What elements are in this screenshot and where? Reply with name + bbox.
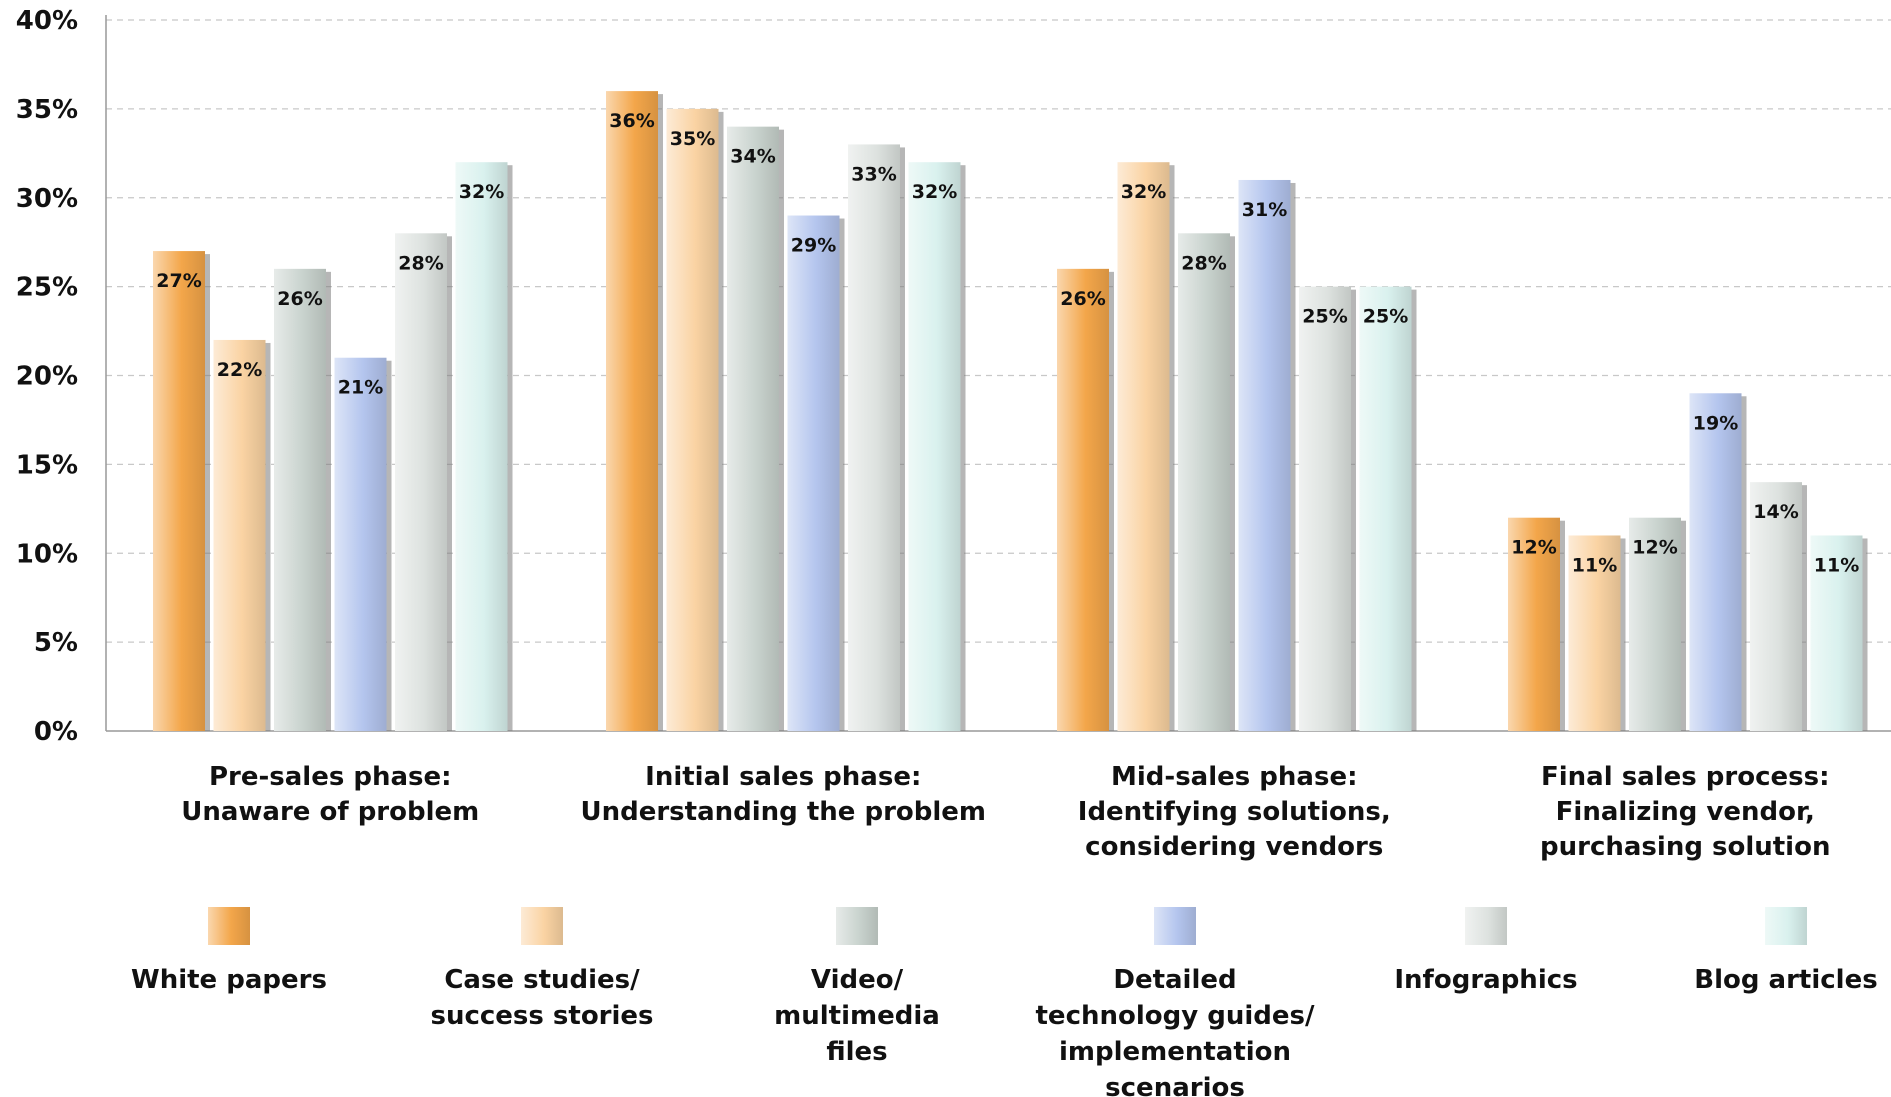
y-tick-label: 10% <box>16 539 78 569</box>
bar-value-label: 26% <box>1060 288 1105 310</box>
category-label: purchasing solution <box>1540 832 1830 862</box>
bar <box>1568 535 1621 731</box>
legend-label: scenarios <box>1105 1073 1245 1097</box>
legend-label: Video/ <box>811 965 904 995</box>
bar-value-label: 27% <box>156 270 201 292</box>
bar <box>395 233 447 732</box>
bar <box>727 126 779 731</box>
legend-label: Case studies/ <box>444 965 640 995</box>
legend-label: files <box>826 1037 887 1067</box>
bar-value-label: 32% <box>912 181 957 203</box>
category-label: Identifying solutions, <box>1078 797 1391 827</box>
bar-value-label: 25% <box>1363 306 1408 328</box>
bar-labels: 27% 22% 26% 21% 28% 32% 36% 35% 34% 29% 33% 32% 26% 3… <box>156 110 1859 576</box>
bar <box>1810 535 1863 731</box>
bar <box>455 162 508 731</box>
bars <box>153 91 1868 732</box>
legend-label: Detailed <box>1113 965 1236 995</box>
legend-swatch <box>521 907 563 945</box>
bar <box>1178 233 1230 732</box>
legend-label: Blog articles <box>1694 965 1877 995</box>
legend-label: multimedia <box>774 1001 940 1031</box>
y-tick-label: 20% <box>16 362 78 392</box>
bar-value-label: 28% <box>1181 252 1226 274</box>
bar <box>334 357 387 731</box>
bar <box>274 268 326 731</box>
legend-swatch <box>1765 907 1807 945</box>
bar-value-label: 33% <box>851 163 896 185</box>
category-label: Understanding the problem <box>580 797 986 827</box>
bar-value-label: 14% <box>1753 501 1798 523</box>
bar-value-label: 36% <box>609 110 654 132</box>
legend-label: implementation <box>1059 1037 1291 1067</box>
bar <box>1689 393 1742 731</box>
bar-value-label: 28% <box>398 252 443 274</box>
bar <box>908 162 961 731</box>
legend-swatch <box>1154 907 1196 945</box>
bar <box>666 108 719 731</box>
category-labels: Pre-sales phase: Unaware of problem Initia… <box>181 762 1830 862</box>
bar-value-label: 31% <box>1242 199 1287 221</box>
bar <box>1750 482 1802 731</box>
y-tick-label: 25% <box>16 273 78 303</box>
y-tick-label: 35% <box>16 95 78 125</box>
bar-value-label: 29% <box>791 235 836 257</box>
y-tick-label: 5% <box>34 628 78 658</box>
bar-value-label: 34% <box>730 146 775 168</box>
bar-value-label: 35% <box>670 128 715 150</box>
bar-value-label: 11% <box>1814 554 1859 576</box>
bar-value-label: 25% <box>1302 306 1347 328</box>
legend-swatch <box>836 907 878 945</box>
bar-value-label: 32% <box>459 181 504 203</box>
bar <box>1629 517 1681 731</box>
bar-value-label: 19% <box>1693 412 1738 434</box>
bar <box>1508 517 1560 731</box>
bar <box>1359 286 1412 731</box>
bar <box>153 251 205 731</box>
category-label: Pre-sales phase: <box>209 762 452 792</box>
legend-swatch <box>208 907 250 945</box>
bar-value-label: 12% <box>1511 537 1556 559</box>
category-label: Final sales process: <box>1541 762 1829 792</box>
category-label: Finalizing vendor, <box>1556 797 1815 827</box>
bar-value-label: 12% <box>1632 537 1677 559</box>
category-label: Initial sales phase: <box>645 762 921 792</box>
bar <box>1299 286 1351 731</box>
bar <box>606 91 658 732</box>
legend-label: White papers <box>131 965 327 995</box>
y-tick-label: 15% <box>16 450 78 480</box>
bar-value-label: 11% <box>1572 554 1617 576</box>
bar <box>1057 268 1109 731</box>
axes: 0% 5% 10% 15% 20% 25% 30% 35% 40% <box>16 6 1891 747</box>
legend-label: technology guides/ <box>1036 1001 1315 1031</box>
y-tick-label: 30% <box>16 184 78 214</box>
category-label: Mid-sales phase: <box>1111 762 1357 792</box>
y-tick-label: 40% <box>16 6 78 36</box>
bar <box>787 215 840 731</box>
legend-label: Infographics <box>1394 965 1577 995</box>
bar <box>213 339 266 731</box>
bar-value-label: 22% <box>217 359 262 381</box>
category-label: considering vendors <box>1085 832 1383 862</box>
bar <box>1238 179 1291 732</box>
legend: White papers Case studies/success stories… <box>131 907 1878 1097</box>
bar-value-label: 21% <box>338 377 383 399</box>
bar-value-label: 26% <box>277 288 322 310</box>
y-tick-label: 0% <box>34 717 78 747</box>
bar <box>1117 162 1170 731</box>
legend-label: success stories <box>430 1001 653 1031</box>
category-label: Unaware of problem <box>181 797 479 827</box>
bar-value-label: 32% <box>1121 181 1166 203</box>
legend-swatch <box>1465 907 1507 945</box>
bar <box>848 144 900 732</box>
